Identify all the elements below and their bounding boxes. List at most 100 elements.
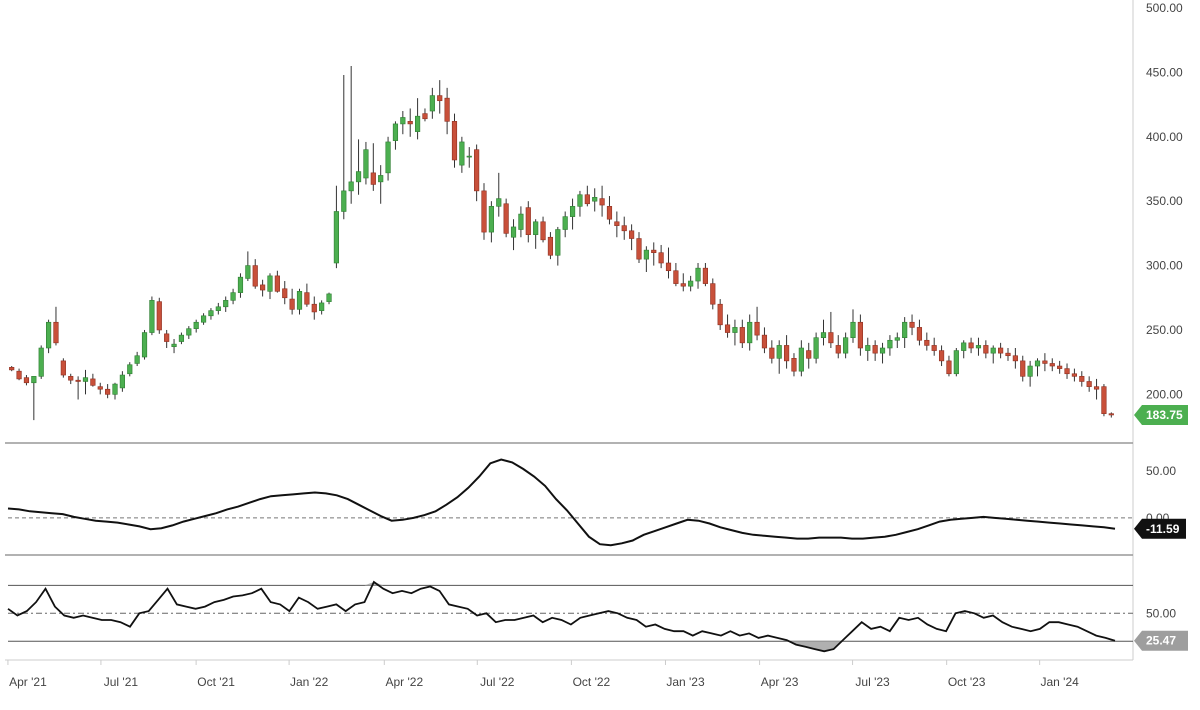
candle-body-up [592, 197, 598, 202]
candle-body-down [1064, 368, 1070, 375]
candle [879, 342, 886, 364]
candle [68, 373, 74, 385]
candle-body-down [304, 292, 310, 305]
candle-body-up [348, 181, 354, 192]
candle [776, 340, 782, 374]
candle-body-down [857, 321, 863, 349]
candle-body-down [1005, 352, 1011, 357]
candle [326, 292, 332, 305]
candle-body-up [643, 249, 649, 260]
candle-body-up [171, 343, 177, 348]
price-y-tick: 350.00 [1146, 194, 1183, 208]
candle [902, 317, 908, 348]
candle [658, 244, 664, 269]
candle [105, 384, 111, 399]
candle-body-down [260, 284, 266, 291]
candle-body-up [46, 321, 52, 349]
candle [481, 183, 487, 240]
candle-body-down [998, 347, 1004, 354]
candle-body-down [806, 350, 812, 359]
candle [835, 335, 841, 359]
candle-body-up [178, 334, 185, 342]
candle-body-up [688, 280, 694, 287]
candle [200, 313, 207, 325]
candle [149, 296, 155, 336]
candle-body-up [267, 275, 273, 292]
candle [614, 211, 620, 238]
candle [1027, 360, 1033, 387]
candle [1079, 371, 1085, 387]
candle [946, 355, 952, 377]
candle [887, 335, 893, 356]
candle-body-down [629, 230, 635, 239]
candle [629, 224, 635, 251]
candle [739, 319, 745, 348]
candle-body-down [503, 203, 509, 234]
candle-body-up [510, 226, 517, 238]
candle-body-down [274, 275, 280, 292]
candle [141, 329, 148, 360]
oscillator-panel: 50.000.00-11.59 [7, 458, 1186, 547]
candle-body-down [621, 225, 627, 232]
candle-body-up [990, 347, 996, 354]
candle-body-down [97, 386, 103, 390]
x-tick-label: Apr '21 [9, 675, 47, 689]
candle-body-down [724, 324, 731, 333]
candle-body-down [370, 172, 376, 185]
candle [680, 273, 686, 292]
candle [717, 299, 723, 330]
candle [378, 165, 384, 204]
candle-body-up [378, 175, 384, 183]
candle [178, 332, 185, 345]
candle-body-down [1079, 376, 1085, 382]
x-tick-label: Apr '22 [385, 675, 423, 689]
candle-body-down [75, 379, 81, 382]
candle-body-down [680, 283, 686, 287]
candle-body-up [296, 291, 303, 310]
candle [813, 332, 819, 364]
candle-body-down [784, 345, 790, 362]
candle [761, 327, 768, 354]
candle-body-down [614, 221, 620, 226]
candle [400, 111, 406, 135]
x-tick-label: Jul '23 [855, 675, 890, 689]
candle-body-down [584, 194, 590, 205]
candle-body-up [975, 345, 982, 349]
candle-body-down [754, 321, 760, 336]
candle [1086, 376, 1092, 392]
candle-body-down [1042, 360, 1048, 364]
candle [237, 273, 244, 298]
candle-body-up [894, 337, 900, 341]
osc-line [7, 458, 1116, 547]
candle [673, 263, 679, 287]
x-tick-label: Oct '22 [573, 675, 611, 689]
price-last-value: 183.75 [1146, 408, 1183, 422]
candle [355, 139, 362, 195]
candle-body-up [732, 327, 738, 333]
candle-body-down [931, 345, 937, 351]
candle [769, 340, 775, 364]
candle [894, 332, 900, 348]
candle-body-up [415, 115, 421, 132]
rsi-badge-shape [1134, 630, 1188, 651]
candle [798, 340, 804, 377]
osc-last-badge: -11.59 [1134, 518, 1186, 539]
candle [16, 368, 22, 381]
candle [820, 319, 827, 346]
candle-body-down [658, 252, 664, 264]
candle-body-down [90, 378, 96, 386]
candle [843, 332, 849, 359]
candle-body-up [141, 332, 148, 358]
candle-body-down [311, 303, 317, 313]
candle [850, 309, 856, 343]
candle-body-down [422, 113, 428, 120]
candle [643, 246, 649, 273]
candle [23, 375, 30, 386]
candle [555, 226, 561, 266]
candle [415, 98, 421, 140]
candle [732, 319, 738, 346]
candle-body-down [481, 190, 487, 233]
candle [592, 188, 598, 212]
candle [474, 144, 480, 202]
candle [688, 275, 694, 292]
